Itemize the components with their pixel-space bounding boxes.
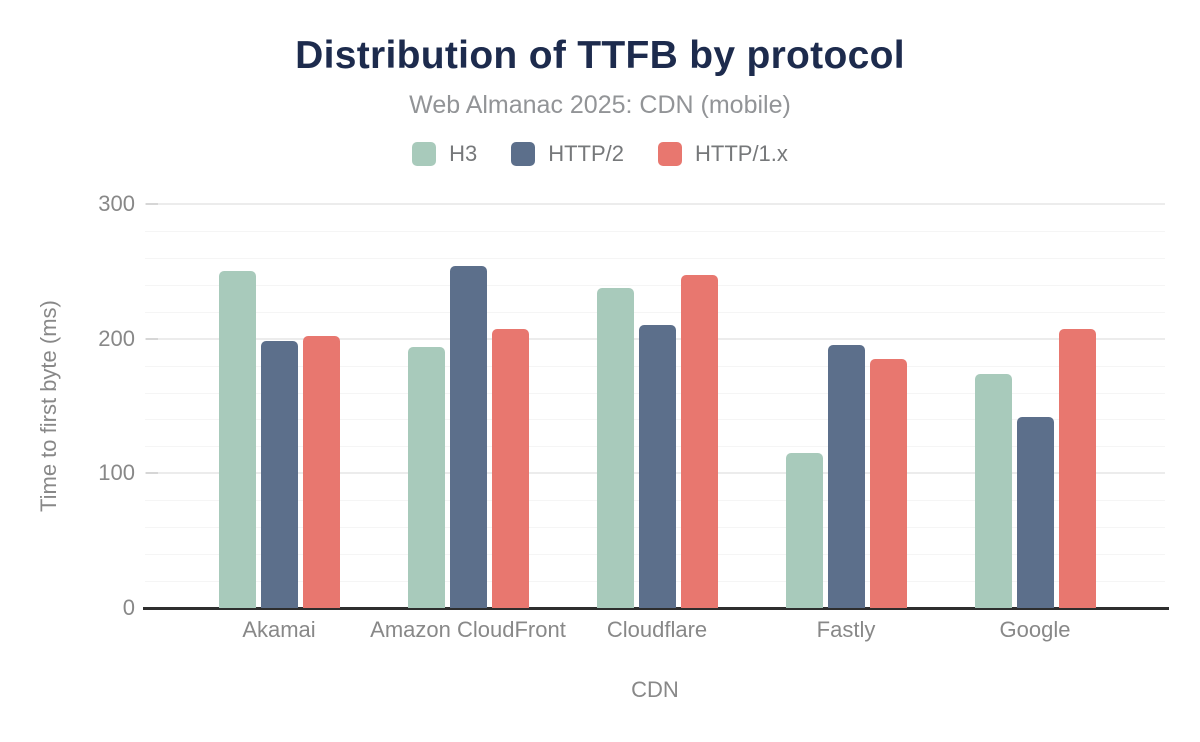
y-axis-tick-label-200: 200 <box>98 325 135 351</box>
y-axis-tick-label-100: 100 <box>98 460 135 486</box>
legend-label-http1x: HTTP/1.x <box>695 141 788 166</box>
bar-http-2-google <box>1016 416 1054 608</box>
y-axis-title: Time to first byte (ms) <box>36 300 61 512</box>
legend-item-http1x: HTTP/1.x <box>658 141 788 167</box>
legend-label-h3: H3 <box>449 141 478 166</box>
gridline-240 <box>145 284 1165 286</box>
bar-http-1-x-cloudflare <box>680 275 718 608</box>
x-axis-label-fastly: Fastly <box>816 617 876 642</box>
bar-http-1-x-akamai <box>302 335 340 608</box>
legend-swatch-h3-icon <box>412 142 437 166</box>
bar-http-2-amazon-cloudfront <box>449 265 487 608</box>
bar-http-1-x-amazon-cloudfront <box>491 329 529 608</box>
bar-http-1-x-fastly <box>869 358 907 608</box>
gridline-220 <box>145 311 1165 313</box>
chart-subtitle: Web Almanac 2025: CDN (mobile) <box>409 91 791 119</box>
y-axis-tick-100 <box>146 472 158 475</box>
x-axis-label-google: Google <box>999 617 1071 642</box>
legend-swatch-http2-icon <box>511 142 536 166</box>
chart-title: Distribution of TTFB by protocol <box>295 34 905 77</box>
bar-http-2-akamai <box>260 341 298 608</box>
legend-label-http2: HTTP/2 <box>548 141 624 166</box>
y-axis-tick-200 <box>146 337 158 340</box>
bar-h3-akamai <box>218 271 256 608</box>
legend-swatch-http1x-icon <box>658 142 682 166</box>
bar-h3-amazon-cloudfront <box>407 346 445 608</box>
bar-h3-cloudflare <box>596 287 634 608</box>
bar-h3-google <box>974 373 1012 608</box>
x-axis-label-akamai: Akamai <box>242 617 316 642</box>
x-axis-title: CDN <box>631 677 679 702</box>
gridline-300 <box>145 203 1165 205</box>
y-axis-tick-label-300: 300 <box>98 191 135 216</box>
gridline-260 <box>145 257 1165 259</box>
y-axis-tick-label-0: 0 <box>122 595 135 620</box>
plot-area <box>143 203 1169 610</box>
gridline-280 <box>145 230 1165 232</box>
x-axis-label-cloudflare: Cloudflare <box>606 617 708 642</box>
x-axis-baseline <box>143 607 1169 610</box>
x-axis-label-amazon-cloudfront: Amazon CloudFront <box>370 617 566 642</box>
legend: H3 HTTP/2 HTTP/1.x <box>0 141 1200 167</box>
bar-h3-fastly <box>785 453 823 608</box>
y-axis-tick-300 <box>146 203 158 205</box>
legend-item-http2: HTTP/2 <box>511 141 624 167</box>
legend-item-h3: H3 <box>412 141 477 167</box>
bar-http-2-cloudflare <box>638 325 676 608</box>
bar-http-1-x-google <box>1058 329 1096 608</box>
bar-http-2-fastly <box>827 345 865 608</box>
